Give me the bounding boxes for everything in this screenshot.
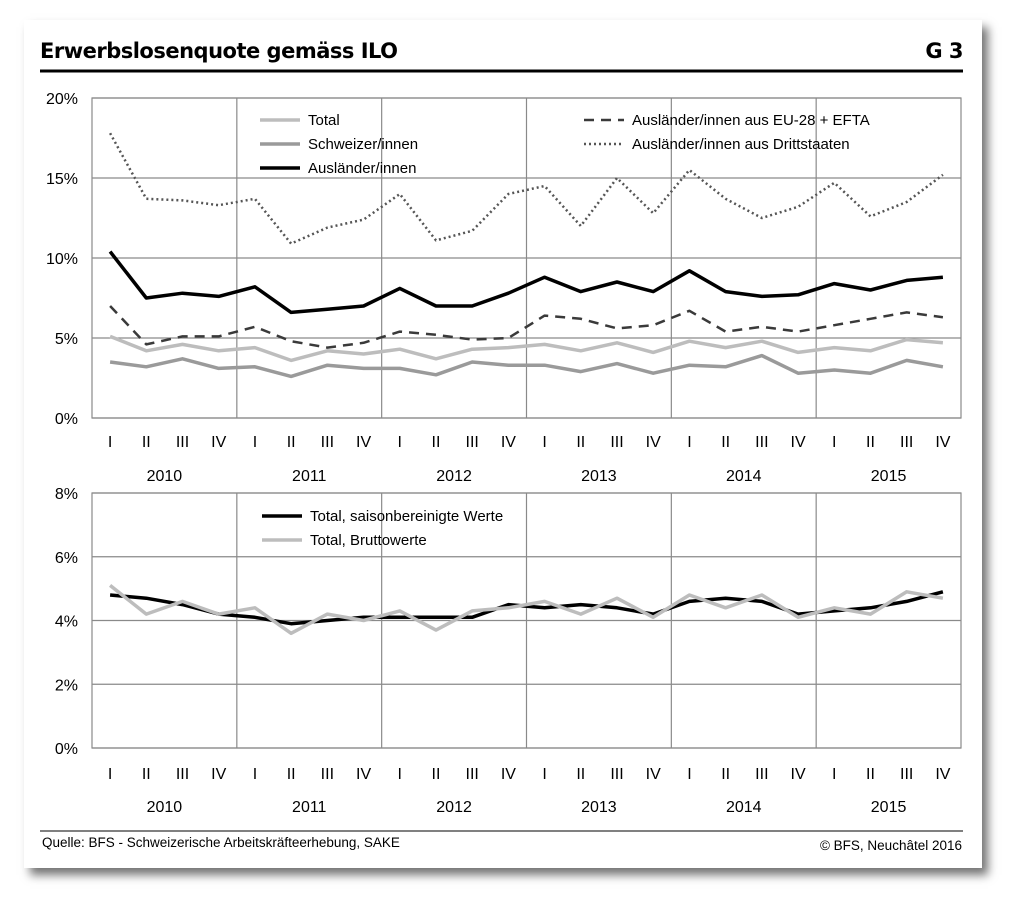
x-quarter-label: IV — [356, 434, 371, 451]
x-quarter-label: II — [287, 434, 296, 451]
x-quarter-label: II — [576, 766, 585, 783]
x-year-label: 2015 — [871, 799, 907, 816]
legend-label: Ausländer/innen aus Drittstaaten — [632, 136, 850, 153]
y-tick-label: 4% — [55, 614, 78, 631]
x-quarter-label: I — [398, 434, 402, 451]
x-year-label: 2015 — [871, 468, 907, 485]
x-quarter-label: II — [866, 766, 875, 783]
x-quarter-label: IV — [791, 766, 806, 783]
y-tick-label: 6% — [55, 550, 78, 567]
y-tick-label: 15% — [46, 171, 78, 188]
y-tick-label: 5% — [55, 331, 78, 348]
x-year-label: 2010 — [147, 799, 183, 816]
x-quarter-label: III — [900, 766, 913, 783]
x-quarter-label: II — [287, 766, 296, 783]
y-tick-label: 2% — [55, 677, 78, 694]
x-quarter-label: IV — [501, 434, 516, 451]
x-quarter-label: III — [321, 434, 334, 451]
x-quarter-label: IV — [935, 434, 950, 451]
x-year-label: 2012 — [436, 468, 472, 485]
series-line-0 — [109, 334, 944, 363]
series-line-3 — [109, 305, 944, 349]
legend-label: Ausländer/innen aus EU-28 + EFTA — [632, 112, 870, 129]
series-line-2 — [108, 250, 944, 315]
y-tick-label: 0% — [55, 411, 78, 428]
source-note: Quelle: BFS - Schweizerische Arbeitskräf… — [42, 835, 400, 850]
x-year-label: 2014 — [726, 799, 762, 816]
legend-label: Total — [308, 112, 340, 129]
legend-label: Ausländer/innen — [308, 160, 416, 177]
x-quarter-label: II — [721, 434, 730, 451]
x-quarter-label: III — [900, 434, 913, 451]
top-chart: 0%5%10%15%20%I II III IV I II III IV I II III IV I II… — [46, 91, 962, 485]
x-year-label: 2014 — [726, 468, 762, 485]
series-line-4 — [109, 132, 944, 245]
x-quarter-label: I — [108, 766, 112, 783]
x-quarter-label: IV — [211, 766, 226, 783]
x-year-label: 2011 — [292, 799, 327, 816]
x-quarter-label: IV — [646, 766, 661, 783]
chart-card — [24, 20, 982, 868]
x-year-label: 2011 — [292, 468, 327, 485]
plot-frame — [91, 492, 962, 749]
x-quarter-label: III — [755, 434, 768, 451]
x-quarter-label: I — [253, 766, 257, 783]
y-tick-label: 20% — [46, 91, 78, 108]
x-quarter-label: II — [142, 766, 151, 783]
series-line-1 — [109, 353, 944, 379]
x-quarter-label: II — [721, 766, 730, 783]
legend-label: Total, saisonbereinigte Werte — [310, 508, 503, 525]
y-tick-label: 8% — [55, 486, 78, 503]
x-quarter-label: II — [432, 434, 441, 451]
x-quarter-label: IV — [646, 434, 661, 451]
x-quarter-label: I — [687, 766, 691, 783]
x-quarter-label: IV — [935, 766, 950, 783]
x-quarter-label: I — [542, 434, 546, 451]
x-year-label: 2013 — [581, 468, 617, 485]
x-quarter-label: III — [610, 434, 623, 451]
x-quarter-label: IV — [356, 766, 371, 783]
x-quarter-label: II — [142, 434, 151, 451]
x-quarter-label: I — [253, 434, 257, 451]
copyright-note: © BFS, Neuchâtel 2016 — [820, 838, 962, 853]
x-quarter-label: I — [542, 766, 546, 783]
x-quarter-label: III — [755, 766, 768, 783]
x-quarter-label: II — [866, 434, 875, 451]
x-year-label: 2010 — [147, 468, 183, 485]
x-quarter-label: III — [466, 434, 479, 451]
x-quarter-label: III — [176, 434, 189, 451]
x-quarter-label: I — [832, 766, 836, 783]
x-quarter-label: III — [466, 766, 479, 783]
x-quarter-label: I — [398, 766, 402, 783]
x-quarter-label: I — [108, 434, 112, 451]
y-tick-label: 10% — [46, 251, 78, 268]
chart-code: G 3 — [925, 39, 963, 63]
x-year-label: 2012 — [436, 799, 472, 816]
x-quarter-label: II — [576, 434, 585, 451]
y-tick-label: 0% — [55, 741, 78, 758]
x-quarter-label: II — [432, 766, 441, 783]
x-quarter-label: III — [176, 766, 189, 783]
plot-frame — [91, 97, 962, 419]
bottom-chart: 0%2%4%6%8%I II III IV I II III IV I II III IV I II III… — [55, 486, 962, 816]
x-quarter-label: III — [610, 766, 623, 783]
series-line-1 — [109, 584, 944, 636]
x-quarter-label: I — [687, 434, 691, 451]
x-quarter-label: III — [321, 766, 334, 783]
legend-label: Total, Bruttowerte — [310, 532, 427, 549]
legend-label: Schweizer/innen — [308, 136, 418, 153]
x-quarter-label: IV — [211, 434, 226, 451]
chart-title: Erwerbslosenquote gemäss ILO — [40, 39, 398, 63]
x-year-label: 2013 — [581, 799, 617, 816]
x-quarter-label: IV — [791, 434, 806, 451]
x-quarter-label: I — [832, 434, 836, 451]
x-quarter-label: IV — [501, 766, 516, 783]
